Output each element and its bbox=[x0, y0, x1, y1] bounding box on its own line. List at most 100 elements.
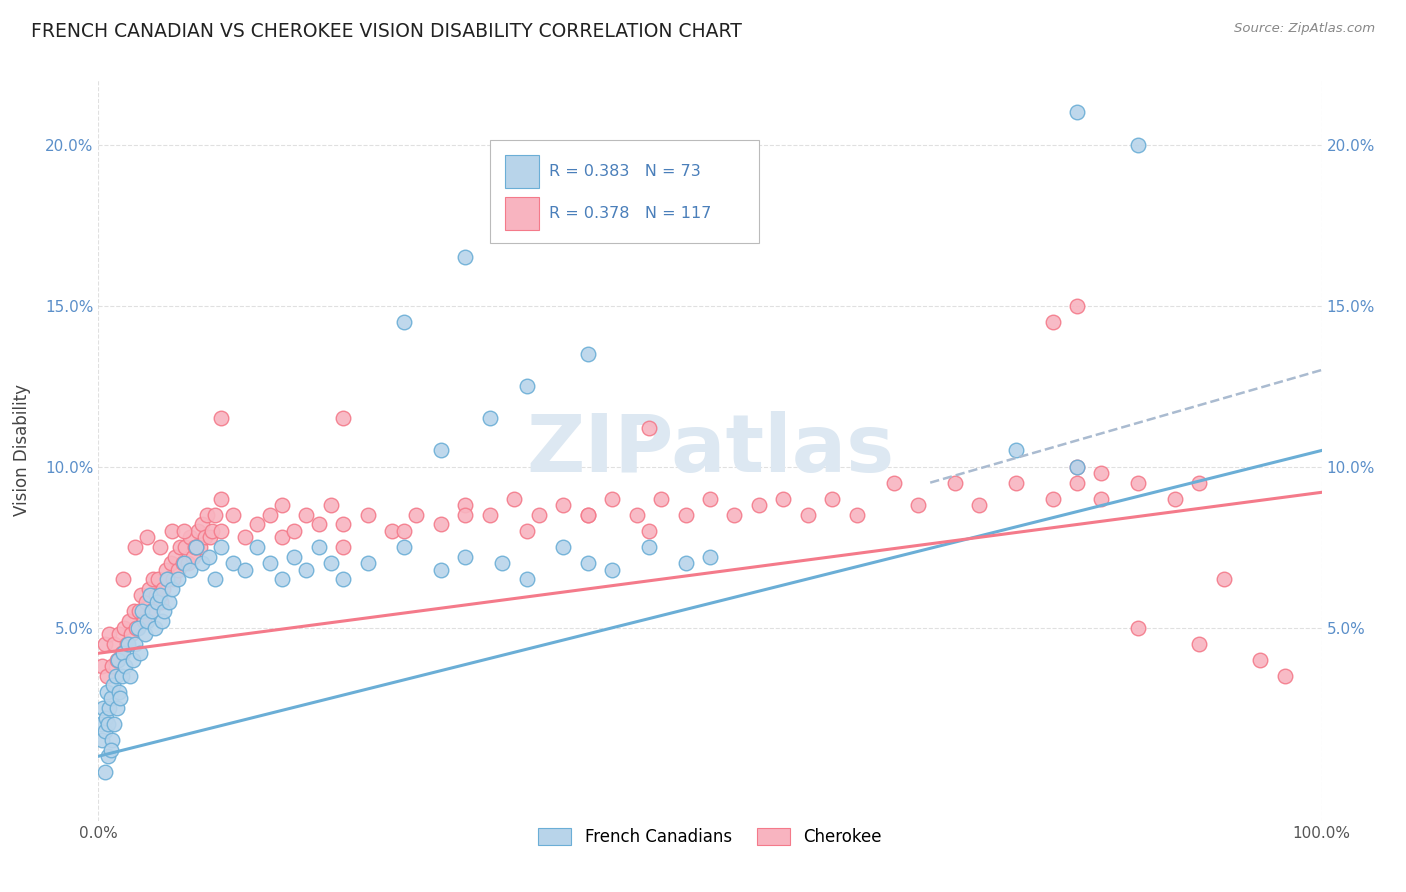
Point bbox=[101, 659, 124, 673]
Point bbox=[191, 556, 214, 570]
Point bbox=[233, 530, 256, 544]
Point bbox=[96, 685, 118, 699]
Point bbox=[967, 498, 990, 512]
Point bbox=[134, 627, 156, 641]
Point bbox=[124, 540, 146, 554]
Point bbox=[576, 347, 599, 361]
Point bbox=[1090, 491, 1112, 506]
Point bbox=[125, 620, 148, 634]
Point bbox=[111, 669, 134, 683]
Point bbox=[1066, 475, 1088, 490]
FancyBboxPatch shape bbox=[505, 155, 538, 187]
Point bbox=[392, 540, 416, 554]
Point bbox=[233, 563, 256, 577]
Point bbox=[96, 669, 118, 683]
Point bbox=[127, 620, 149, 634]
Point bbox=[637, 524, 661, 538]
Point bbox=[295, 508, 318, 522]
Point bbox=[174, 540, 197, 554]
Point bbox=[149, 588, 172, 602]
Point bbox=[356, 556, 378, 570]
Point bbox=[184, 540, 207, 554]
Point bbox=[128, 604, 150, 618]
Point bbox=[98, 701, 121, 715]
Point bbox=[626, 508, 648, 522]
Point bbox=[97, 717, 120, 731]
Point bbox=[93, 637, 115, 651]
Point bbox=[156, 572, 179, 586]
Point bbox=[392, 315, 416, 329]
Point bbox=[1274, 669, 1296, 683]
Point bbox=[152, 582, 174, 596]
Point bbox=[186, 540, 208, 554]
Point bbox=[155, 563, 177, 577]
Point bbox=[772, 491, 794, 506]
Point bbox=[332, 517, 354, 532]
Point bbox=[1188, 475, 1211, 490]
Point bbox=[821, 491, 844, 506]
Point bbox=[246, 540, 269, 554]
Point bbox=[143, 620, 166, 634]
Point bbox=[165, 549, 187, 564]
Point bbox=[283, 524, 305, 538]
Point bbox=[576, 556, 599, 570]
Point bbox=[209, 491, 232, 506]
Point bbox=[1212, 572, 1234, 586]
Point bbox=[478, 411, 501, 425]
Point bbox=[650, 491, 672, 506]
Point bbox=[675, 556, 697, 570]
Point bbox=[259, 508, 281, 522]
Text: Source: ZipAtlas.com: Source: ZipAtlas.com bbox=[1234, 22, 1375, 36]
Point bbox=[93, 765, 115, 780]
Point bbox=[173, 524, 195, 538]
Point bbox=[553, 498, 575, 512]
Text: ZIPatlas: ZIPatlas bbox=[526, 411, 894, 490]
Point bbox=[107, 653, 129, 667]
Point bbox=[121, 653, 143, 667]
Point bbox=[141, 604, 163, 618]
Point bbox=[259, 556, 281, 570]
Legend: French Canadians, Cherokee: French Canadians, Cherokee bbox=[531, 822, 889, 853]
Point bbox=[319, 498, 342, 512]
Point bbox=[1004, 443, 1026, 458]
Point bbox=[222, 556, 245, 570]
Point bbox=[637, 421, 661, 435]
Point bbox=[392, 524, 416, 538]
Point bbox=[195, 508, 218, 522]
Point bbox=[91, 659, 114, 673]
Point bbox=[149, 540, 172, 554]
Point bbox=[101, 678, 124, 692]
Point bbox=[139, 604, 162, 618]
Point bbox=[146, 595, 169, 609]
Point bbox=[114, 659, 136, 673]
Point bbox=[150, 614, 173, 628]
Point bbox=[98, 627, 121, 641]
Point bbox=[209, 411, 232, 425]
Point bbox=[201, 524, 224, 538]
Point bbox=[105, 701, 128, 715]
Point bbox=[883, 475, 905, 490]
Point bbox=[103, 717, 125, 731]
Point bbox=[111, 646, 134, 660]
Point bbox=[157, 595, 180, 609]
Point bbox=[332, 411, 354, 425]
Point bbox=[600, 563, 623, 577]
Point bbox=[209, 540, 232, 554]
Point bbox=[845, 508, 868, 522]
Point bbox=[136, 530, 159, 544]
Point bbox=[1250, 653, 1272, 667]
Point bbox=[553, 540, 575, 554]
Point bbox=[91, 701, 114, 715]
Point bbox=[145, 588, 167, 602]
Point bbox=[381, 524, 404, 538]
Point bbox=[246, 517, 269, 532]
Point bbox=[308, 517, 330, 532]
Point bbox=[295, 563, 318, 577]
Point bbox=[131, 604, 153, 618]
Point bbox=[148, 572, 170, 586]
Point bbox=[308, 540, 330, 554]
Point bbox=[454, 549, 477, 564]
Point bbox=[101, 733, 124, 747]
Point bbox=[118, 614, 141, 628]
Point bbox=[209, 524, 232, 538]
